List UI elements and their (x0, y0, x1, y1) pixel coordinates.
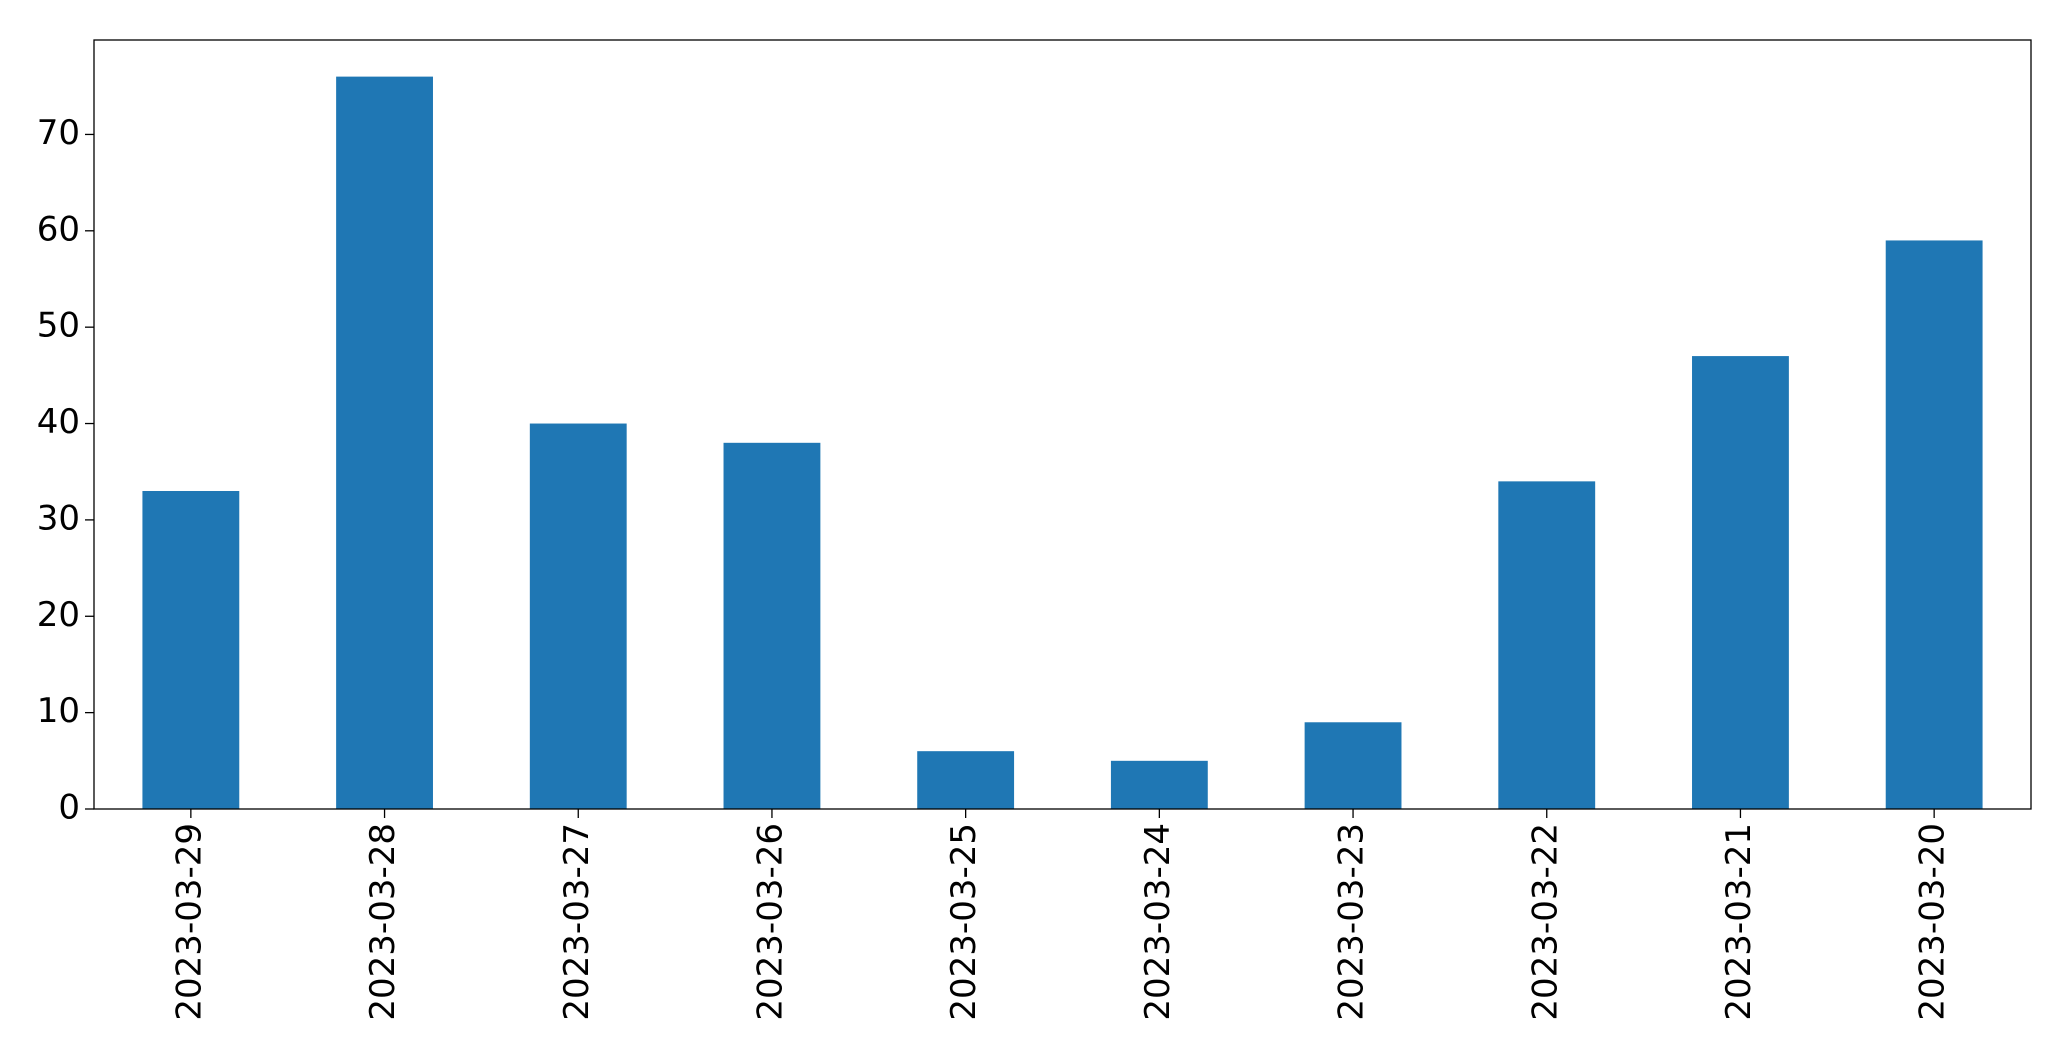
y-tick-label: 30 (37, 498, 80, 538)
y-tick-label: 50 (37, 306, 80, 346)
y-tick-label: 10 (37, 691, 80, 731)
plot-frame (93, 39, 2032, 810)
x-tick-label: 2023-03-20 (1913, 823, 1953, 1021)
bar (529, 423, 627, 809)
x-tick-label: 2023-03-21 (1719, 823, 1759, 1021)
x-tick-label: 2023-03-27 (557, 823, 597, 1021)
x-tick-label: 2023-03-25 (944, 823, 984, 1021)
x-tick-label: 2023-03-29 (169, 823, 209, 1021)
x-tick-label: 2023-03-24 (1138, 823, 1178, 1021)
x-tick-label: 2023-03-22 (1525, 823, 1565, 1021)
y-tick-label: 70 (37, 113, 80, 153)
bar (142, 490, 240, 809)
x-tick-label: 2023-03-28 (363, 823, 403, 1021)
bar (336, 76, 433, 810)
y-tick-label: 20 (37, 595, 80, 635)
bar (1110, 760, 1208, 809)
x-tick-label: 2023-03-23 (1332, 823, 1372, 1021)
x-tick-label: 2023-03-26 (750, 823, 790, 1021)
bar (917, 751, 1015, 809)
bar (1885, 240, 1983, 809)
bar (723, 442, 821, 809)
bar (1692, 356, 1789, 809)
y-tick-label: 0 (58, 788, 80, 828)
bar (1304, 722, 1402, 809)
y-tick-label: 60 (37, 209, 80, 249)
y-tick-label: 40 (37, 402, 80, 442)
bar (1498, 481, 1596, 809)
